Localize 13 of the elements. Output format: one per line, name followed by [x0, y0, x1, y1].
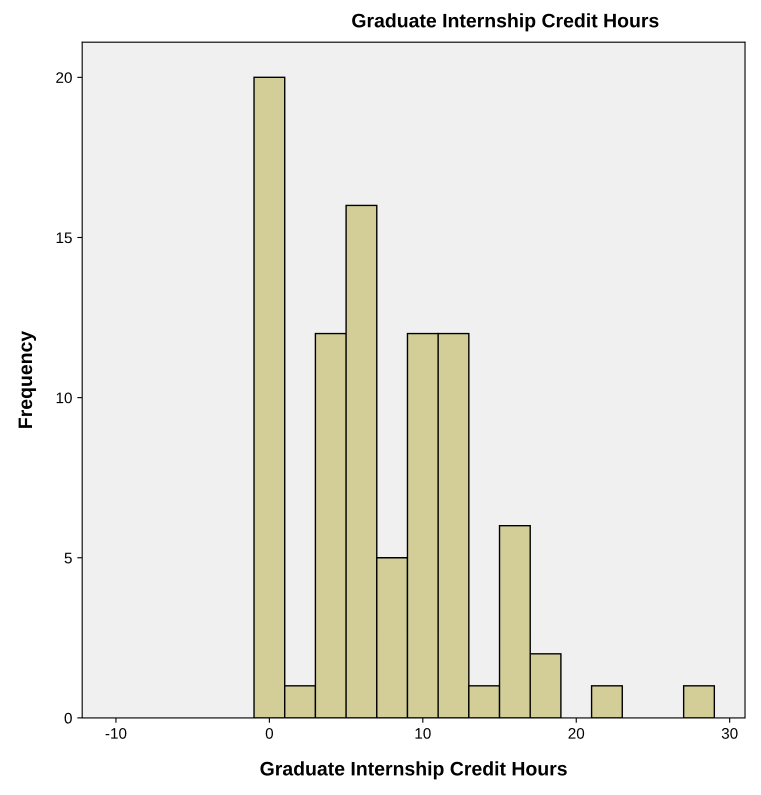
chart-title: Graduate Internship Credit Hours: [352, 13, 658, 32]
y-axis-title: Frequency: [18, 330, 36, 428]
x-tick-label: 0: [266, 728, 274, 739]
x-tick-label: 20: [568, 728, 584, 739]
y-tick-label: 5: [64, 552, 72, 564]
x-tick-label: -10: [106, 728, 126, 739]
y-tick-label: 0: [64, 712, 72, 724]
x-tick-label: 30: [722, 728, 738, 739]
x-axis-title: Graduate Internship Credit Hours: [260, 761, 567, 780]
x-tick-label: 10: [415, 728, 431, 739]
y-tick-label: 15: [56, 232, 72, 244]
y-tick-label: 20: [56, 72, 72, 84]
y-tick-label: 10: [56, 392, 72, 404]
